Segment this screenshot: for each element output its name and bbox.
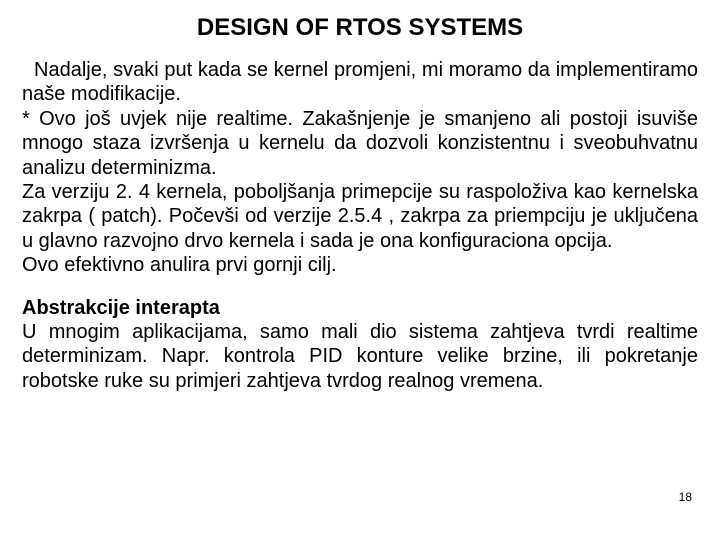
paragraph-2: * Ovo još uvjek nije realtime. Zakašnjen… bbox=[22, 107, 698, 180]
slide-page: DESIGN OF RTOS SYSTEMS Nadalje, svaki pu… bbox=[0, 0, 720, 540]
page-number: 18 bbox=[679, 490, 692, 504]
subheading: Abstrakcije interapta bbox=[22, 296, 698, 320]
spacer bbox=[22, 278, 698, 296]
page-title: DESIGN OF RTOS SYSTEMS bbox=[82, 14, 638, 42]
paragraph-1: Nadalje, svaki put kada se kernel promje… bbox=[22, 58, 698, 107]
paragraph-3: Za verziju 2. 4 kernela, poboljšanja pri… bbox=[22, 180, 698, 253]
paragraph-5: U mnogim aplikacijama, samo mali dio sis… bbox=[22, 320, 698, 393]
paragraph-4: Ovo efektivno anulira prvi gornji cilj. bbox=[22, 253, 698, 277]
